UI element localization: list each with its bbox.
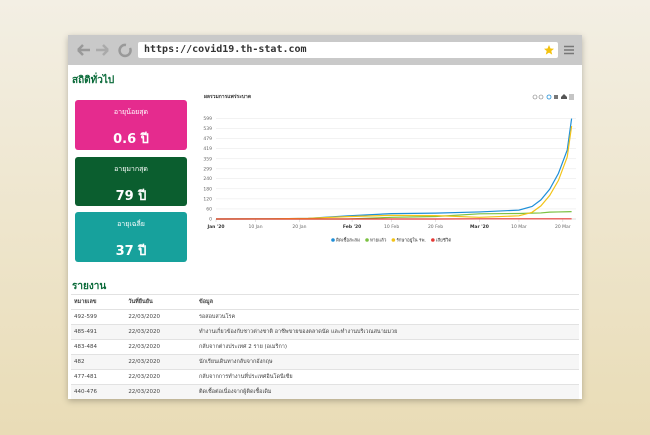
table-cell: นักเรียนเดินทางกลับจากอังกฤษ <box>195 354 579 370</box>
y-tick-label: 419 <box>203 146 212 152</box>
header-cell: หมายเลข <box>71 294 126 310</box>
star-icon[interactable] <box>544 45 554 55</box>
table-cell: 22/03/2020 <box>125 324 196 340</box>
table-cell: 492-599 <box>71 309 126 325</box>
table-cell: 477-481 <box>71 369 126 385</box>
stat-card: อายุเฉลี่ย 37 ปี <box>75 212 187 262</box>
table-row: 492-599 22/03/2020 รอสอบสวนโรค <box>71 309 579 325</box>
x-tick-label: Mar '20 <box>470 224 489 230</box>
y-tick-label: 599 <box>203 116 212 122</box>
card-value: 37 ปี <box>115 244 147 259</box>
nav-icons[interactable] <box>76 35 136 65</box>
x-tick-label: 10 Jan <box>248 224 262 230</box>
table-cell: 22/03/2020 <box>125 384 196 399</box>
x-tick-label: 10 Mar <box>511 224 527 230</box>
card-value: 79 ปี <box>115 189 147 204</box>
stat-card: อายุน้อยสุด 0.6 ปี <box>75 100 187 150</box>
stat-card: อายุมากสุด 79 ปี <box>75 157 187 206</box>
toolbar: https://covid19.th-stat.com <box>68 35 582 65</box>
header-cell: วันที่ยืนยัน <box>125 294 196 310</box>
x-tick-label: 20 Feb <box>428 224 443 230</box>
table-cell: 440-476 <box>71 384 126 399</box>
browser-window: https://covid19.th-stat.com สถิติทั่วไป … <box>68 35 582 399</box>
y-tick-label: 0 <box>209 217 212 223</box>
table-cell: 483-484 <box>71 339 126 355</box>
chart-tools[interactable] <box>532 94 574 100</box>
x-tick-label: 20 Mar <box>555 224 571 230</box>
x-tick-label: Feb '20 <box>343 224 361 230</box>
table-cell: กลับจากต่างประเทศ 2 ราย (อเมริกา) <box>195 339 579 355</box>
table-cell: 22/03/2020 <box>125 339 196 355</box>
legend-label: ติดเชื้อสะสม <box>336 237 360 244</box>
y-tick-label: 240 <box>203 176 212 182</box>
table-row: 477-481 22/03/2020 กลับจากการทำงานที่ประเท… <box>71 369 579 385</box>
legend-swatch <box>331 238 335 242</box>
address-bar[interactable]: https://covid19.th-stat.com <box>138 42 558 58</box>
report-table: หมายเลข วันที่ยืนยัน ข้อมูล 492-599 22/03/20… <box>71 294 579 399</box>
x-tick-label: 10 Feb <box>384 224 399 230</box>
chart-title: ผลรวมการแพร่ระบาด <box>204 93 251 100</box>
table-cell: 22/03/2020 <box>125 354 196 370</box>
chart: ผลรวมการแพร่ระบาด 0 60 120 180 240 299 359 419 4… <box>203 93 576 244</box>
y-tick-label: 180 <box>203 186 212 192</box>
x-tick-label: 20 Jan <box>292 224 306 230</box>
card-label: อายุน้อยสุด <box>113 108 149 116</box>
y-tick-label: 539 <box>203 126 212 132</box>
legend-swatch <box>391 238 396 242</box>
section-title: รายงาน <box>72 281 107 292</box>
x-tick-label: Jan '20 <box>206 224 224 230</box>
table-cell: รอสอบสวนโรค <box>195 309 579 325</box>
table-cell: ทำงานเกี่ยวข้องกับชาวต่างชาติ อาชีพขายขอ… <box>195 324 579 340</box>
legend-swatch <box>365 238 369 242</box>
card-label: อายุมากสุด <box>114 165 148 173</box>
card-value: 0.6 ปี <box>113 132 149 147</box>
table-row: 485-491 22/03/2020 ทำงานเกี่ยวข้องกับชาวต่… <box>71 324 579 340</box>
legend-swatch <box>431 238 435 242</box>
y-tick-label: 479 <box>203 136 212 142</box>
legend-label: รักษาอยู่ใน รพ. <box>396 238 426 244</box>
table-row: 440-476 22/03/2020 ติดเชื้อต่อเนื่องจากผู้… <box>71 384 579 399</box>
card-label: อายุเฉลี่ย <box>117 220 145 228</box>
table-cell: 482 <box>71 354 126 370</box>
legend-label: หายแล้ว <box>370 238 387 244</box>
y-tick-label: 299 <box>203 166 212 172</box>
table-cell: 22/03/2020 <box>125 369 196 385</box>
section-title: สถิติทั่วไป <box>72 75 115 86</box>
legend-label: เสียชีวิต <box>436 238 452 244</box>
table-row: 483-484 22/03/2020 กลับจากต่างประเทศ 2 ราย… <box>71 339 579 355</box>
y-tick-label: 120 <box>203 196 212 202</box>
table-cell: กลับจากการทำงานที่ประเทศอินโดนีเซีย <box>195 369 579 385</box>
y-tick-label: 359 <box>203 156 212 162</box>
header-cell: ข้อมูล <box>195 294 579 310</box>
y-tick-label: 60 <box>206 206 212 212</box>
table-row: 482 22/03/2020 นักเรียนเดินทางกลับจากอังกฤ… <box>71 354 579 370</box>
table-cell: ติดเชื้อต่อเนื่องจากผู้ติดเชื้อเดิม <box>195 384 579 399</box>
table-cell: 22/03/2020 <box>125 309 196 325</box>
series-line <box>215 125 573 220</box>
header-row: หมายเลข วันที่ยืนยัน ข้อมูล <box>71 294 579 310</box>
table-cell: 485-491 <box>71 324 126 340</box>
menu-icon[interactable] <box>564 45 574 55</box>
